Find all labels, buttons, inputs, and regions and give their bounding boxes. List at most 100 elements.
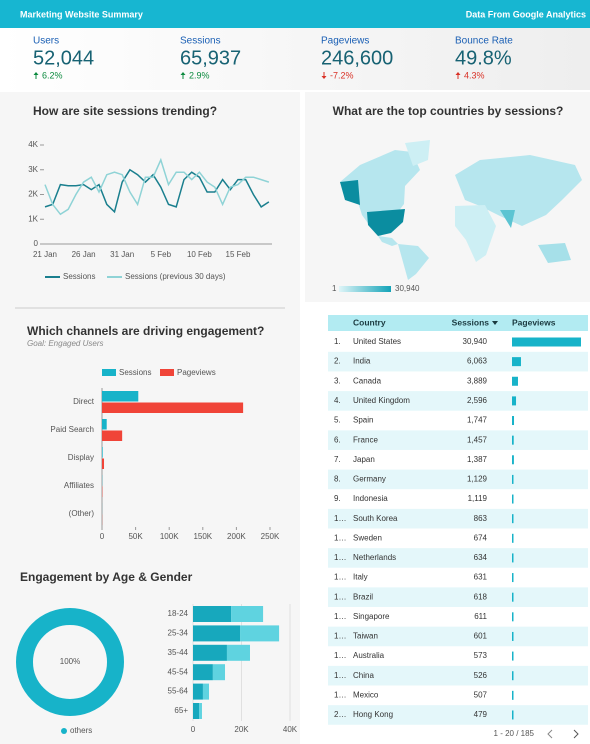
pageviews-bar bbox=[512, 337, 581, 347]
africa bbox=[455, 205, 496, 262]
sessions: 634 bbox=[474, 553, 488, 562]
pageviews-bar bbox=[512, 671, 514, 681]
bar-segment bbox=[193, 644, 227, 661]
x-tick-label: 10 Feb bbox=[187, 250, 212, 259]
pageviews-bar bbox=[512, 474, 514, 484]
country: Taiwan bbox=[353, 632, 378, 641]
y-tick-label: Direct bbox=[73, 397, 95, 406]
header-title: Marketing Website Summary bbox=[20, 9, 143, 19]
y-tick-label: 2K bbox=[28, 190, 38, 199]
sessions: 573 bbox=[474, 651, 488, 660]
bar bbox=[102, 458, 105, 469]
legend-max: 30,940 bbox=[395, 284, 420, 293]
x-tick-label: 31 Jan bbox=[110, 250, 134, 259]
header-bar bbox=[0, 0, 590, 28]
scorecard-value: 65,937 bbox=[180, 47, 241, 69]
pageviews-bar bbox=[512, 533, 514, 543]
country: Canada bbox=[353, 376, 382, 385]
bar-segment bbox=[193, 703, 200, 719]
pageviews-bar bbox=[512, 592, 514, 602]
row-index: 1… bbox=[334, 632, 346, 641]
row-index: 1… bbox=[334, 514, 346, 523]
legend-label: Sessions (previous 30 days) bbox=[125, 272, 226, 281]
row-index: 5. bbox=[334, 416, 341, 425]
country: Sweden bbox=[353, 533, 382, 542]
country: United Kingdom bbox=[353, 396, 410, 405]
bar bbox=[102, 419, 107, 430]
trend-arrow bbox=[455, 72, 461, 79]
line-series bbox=[44, 157, 270, 216]
sessions: 30,940 bbox=[463, 337, 488, 346]
x-tick-label: 150K bbox=[193, 532, 212, 541]
scorecard-change: 4.3% bbox=[464, 70, 485, 80]
row-index: 9. bbox=[334, 494, 341, 503]
bar-segment bbox=[240, 625, 280, 642]
slice-label: 100% bbox=[60, 657, 80, 666]
country: Spain bbox=[353, 416, 373, 425]
prev-page[interactable] bbox=[547, 729, 553, 739]
bar-segment bbox=[212, 664, 226, 681]
y-tick-label: Affiliates bbox=[64, 481, 94, 490]
australia bbox=[538, 243, 571, 263]
sessions: 526 bbox=[474, 671, 488, 680]
legend-label: others bbox=[70, 726, 92, 735]
sessions: 1,387 bbox=[467, 455, 488, 464]
bar bbox=[102, 447, 103, 458]
sessions: 631 bbox=[474, 573, 488, 582]
row-index: 1… bbox=[334, 533, 346, 542]
country: Netherlands bbox=[353, 553, 396, 562]
next-page[interactable] bbox=[573, 729, 579, 739]
scorecard-label: Pageviews bbox=[321, 36, 369, 47]
row-index: 1… bbox=[334, 671, 346, 680]
sessions: 1,747 bbox=[467, 416, 488, 425]
row-band bbox=[328, 508, 588, 529]
pageviews-bar bbox=[512, 494, 514, 504]
country: Indonesia bbox=[353, 494, 388, 503]
header-source: Data From Google Analytics bbox=[466, 9, 586, 19]
scorecard-value: 52,044 bbox=[33, 47, 94, 69]
left-panel bbox=[0, 92, 300, 744]
scorecard-label: Sessions bbox=[180, 36, 221, 47]
country: Japan bbox=[353, 455, 375, 464]
country: China bbox=[353, 671, 374, 680]
scorecard-change: 6.2% bbox=[42, 70, 63, 80]
bar bbox=[102, 430, 123, 441]
row-band bbox=[328, 587, 588, 607]
legend-swatch bbox=[102, 369, 116, 376]
sessions: 611 bbox=[474, 612, 487, 621]
row-index: 1… bbox=[334, 592, 346, 601]
bar-segment bbox=[231, 606, 264, 622]
row-index: 2… bbox=[334, 710, 346, 719]
row-index: 1… bbox=[334, 690, 346, 699]
scorecard-change: -7.2% bbox=[330, 70, 354, 80]
x-tick-label: 15 Feb bbox=[226, 250, 251, 259]
bar-segment bbox=[193, 625, 241, 642]
x-tick-label: 50K bbox=[128, 532, 143, 541]
pageviews-bar bbox=[512, 710, 514, 720]
y-tick-label: 0 bbox=[34, 239, 39, 248]
pagination: 1 - 20 / 185 bbox=[494, 729, 535, 738]
country: Germany bbox=[353, 475, 386, 484]
row-index: 4. bbox=[334, 396, 341, 405]
row-index: 1… bbox=[334, 612, 346, 621]
pageviews-bar bbox=[512, 514, 514, 524]
x-tick-label: 100K bbox=[160, 532, 179, 541]
y-tick-label: 18-24 bbox=[168, 609, 189, 618]
row-band bbox=[328, 665, 588, 686]
pageviews-bar bbox=[512, 573, 514, 583]
country: Hong Kong bbox=[353, 710, 393, 719]
usa bbox=[367, 209, 405, 236]
pageviews-bar bbox=[512, 651, 514, 661]
row-index: 3. bbox=[334, 376, 341, 385]
x-tick-label: 0 bbox=[191, 725, 196, 734]
scorecard-label: Users bbox=[33, 36, 59, 47]
sort-icon[interactable] bbox=[492, 321, 498, 325]
country: United States bbox=[353, 337, 401, 346]
y-tick-label: Display bbox=[68, 453, 94, 462]
map-legend-gradient bbox=[339, 286, 391, 292]
y-tick-label: 65+ bbox=[174, 706, 188, 715]
x-tick-label: 21 Jan bbox=[33, 250, 57, 259]
legend-dot bbox=[61, 728, 67, 734]
greenland bbox=[405, 140, 430, 166]
